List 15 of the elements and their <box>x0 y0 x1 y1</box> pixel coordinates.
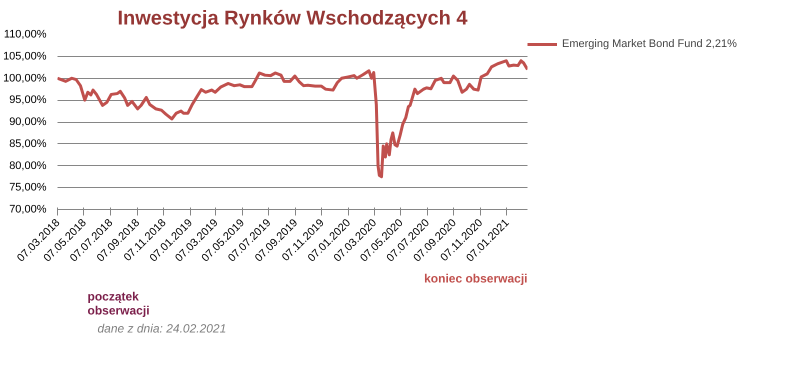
y-tick-label: 95,00% <box>9 94 47 106</box>
text: początek obserwacji <box>88 290 150 318</box>
y-tick-label: 100,00% <box>3 72 47 84</box>
text: dane z dnia: 24.02.2021 <box>98 322 226 336</box>
y-tick-label: 105,00% <box>3 50 47 62</box>
line-series <box>58 59 528 178</box>
chart-title: Inwestycja Rynków Wschodzących 4 <box>117 8 468 30</box>
legend-label: Emerging Market Bond Fund 2,21% <box>562 38 737 50</box>
y-tick-label: 75,00% <box>9 182 47 194</box>
y-tick-label: 80,00% <box>9 160 47 172</box>
y-tick-label: 90,00% <box>9 116 47 128</box>
y-tick-label: 70,00% <box>9 204 47 216</box>
text: koniec obserwacji <box>424 272 528 286</box>
y-tick-label: 110,00% <box>4 28 47 40</box>
y-tick-label: 85,00% <box>9 138 47 150</box>
